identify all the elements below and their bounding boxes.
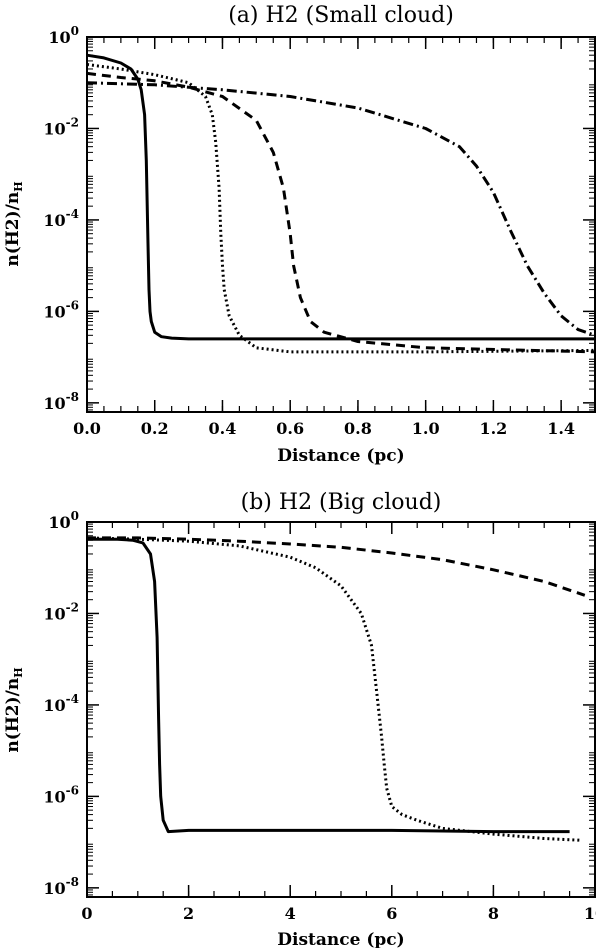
x-tick-label: 8 — [488, 904, 499, 923]
panel-b-y-label-main: n(H2)/n — [3, 678, 23, 753]
panel-a-y-axis-label: n(H2)/nH — [3, 181, 25, 266]
y-tick-label: 100 — [48, 509, 79, 532]
panel-a-frame — [86, 36, 596, 413]
panel-b-x-axis-label: Distance (pc) — [277, 930, 404, 948]
panel-a-y-label-sub: H — [12, 181, 25, 191]
x-tick-label: 10 — [584, 904, 596, 923]
x-tick-label: 0 — [81, 904, 92, 923]
x-tick-label: 0.4 — [209, 419, 237, 438]
panel-a-y-label-main: n(H2)/n — [3, 192, 23, 267]
panel-b-y-axis-label: n(H2)/nH — [3, 667, 25, 752]
y-tick-label: 10-4 — [43, 207, 79, 230]
x-tick-label: 4 — [285, 904, 296, 923]
x-tick-label: 1.0 — [412, 419, 440, 438]
y-tick-label: 10-6 — [43, 298, 79, 321]
series-solid-line — [86, 53, 595, 341]
panel-b-series — [86, 536, 586, 842]
panel-b-ticks: 0 2 4 6 8 10 100 10-2 10-4 10-6 10-8 — [43, 509, 596, 923]
x-tick-label: 2 — [183, 904, 194, 923]
panel-b-y-label-sub: H — [12, 667, 25, 677]
y-tick-label: 10-8 — [43, 390, 79, 413]
series-dotted-line — [86, 63, 596, 354]
y-tick-label: 10-8 — [43, 875, 79, 898]
series-dashed-line — [86, 71, 596, 354]
x-tick-label: 0.2 — [141, 419, 169, 438]
x-tick-label: 6 — [386, 904, 397, 923]
x-tick-label: 0.6 — [276, 419, 304, 438]
y-tick-label: 10-2 — [43, 600, 79, 623]
series-dashdot-line — [86, 81, 596, 337]
series-dotted-line — [86, 536, 580, 842]
y-tick-label: 100 — [48, 24, 79, 47]
panel-b-frame — [86, 521, 596, 898]
y-tick-label: 10-6 — [43, 783, 79, 806]
y-tick-label: 10-4 — [43, 692, 79, 715]
series-solid-line — [87, 537, 570, 834]
x-tick-label: 1.2 — [479, 419, 507, 438]
panel-a: (a) H2 (Small cloud) 0.0 0.2 0.4 0.6 0.8 1.0 1… — [3, 3, 596, 466]
panel-a-x-axis-label: Distance (pc) — [277, 446, 404, 466]
x-tick-label: 0.0 — [73, 419, 101, 438]
y-tick-label: 10-2 — [43, 115, 79, 138]
x-tick-label: 0.8 — [344, 419, 372, 438]
panel-a-title: (a) H2 (Small cloud) — [228, 3, 454, 28]
panel-b-title: (b) H2 (Big cloud) — [241, 490, 442, 515]
panel-b: (b) H2 (Big cloud) 0 2 4 6 8 10 100 10-2 10-4 10-… — [3, 490, 596, 948]
panel-a-series — [86, 53, 596, 354]
series-dashed-line — [87, 536, 586, 597]
x-tick-label: 1.4 — [547, 419, 575, 438]
